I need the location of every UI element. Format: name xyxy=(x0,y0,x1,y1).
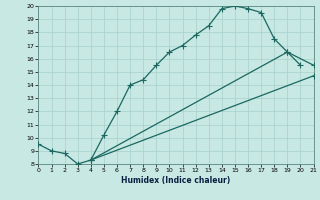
X-axis label: Humidex (Indice chaleur): Humidex (Indice chaleur) xyxy=(121,176,231,185)
